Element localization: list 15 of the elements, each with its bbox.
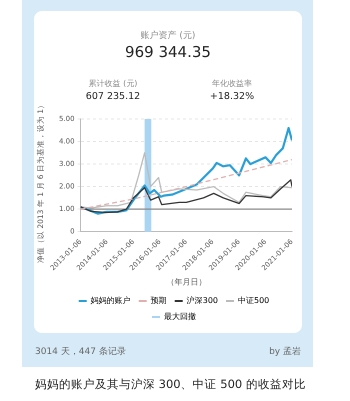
text: 年化收益率 xyxy=(211,78,253,89)
x-axis-title: （年月日） xyxy=(166,277,206,286)
text: 607 235.12 xyxy=(84,91,142,102)
legend-label: 预期 xyxy=(150,296,167,306)
text: 969 344.35 xyxy=(124,43,212,61)
text: 账户资产 (元) xyxy=(140,30,196,42)
legend-label: 妈妈的账户 xyxy=(90,296,131,306)
legend-label: 沪深300 xyxy=(186,296,218,306)
text: 妈妈的账户及其与沪深 300、中证 500 的收益对比 xyxy=(35,377,306,392)
text: by 孟岩 xyxy=(269,346,301,358)
legend-label: 最大回撤 xyxy=(164,312,196,322)
legend-label: 中证500 xyxy=(238,296,270,306)
text: +18.32% xyxy=(208,91,256,102)
text: 3014 天，447 条记录 xyxy=(35,346,126,358)
text: 累计收益 (元) xyxy=(88,78,138,89)
